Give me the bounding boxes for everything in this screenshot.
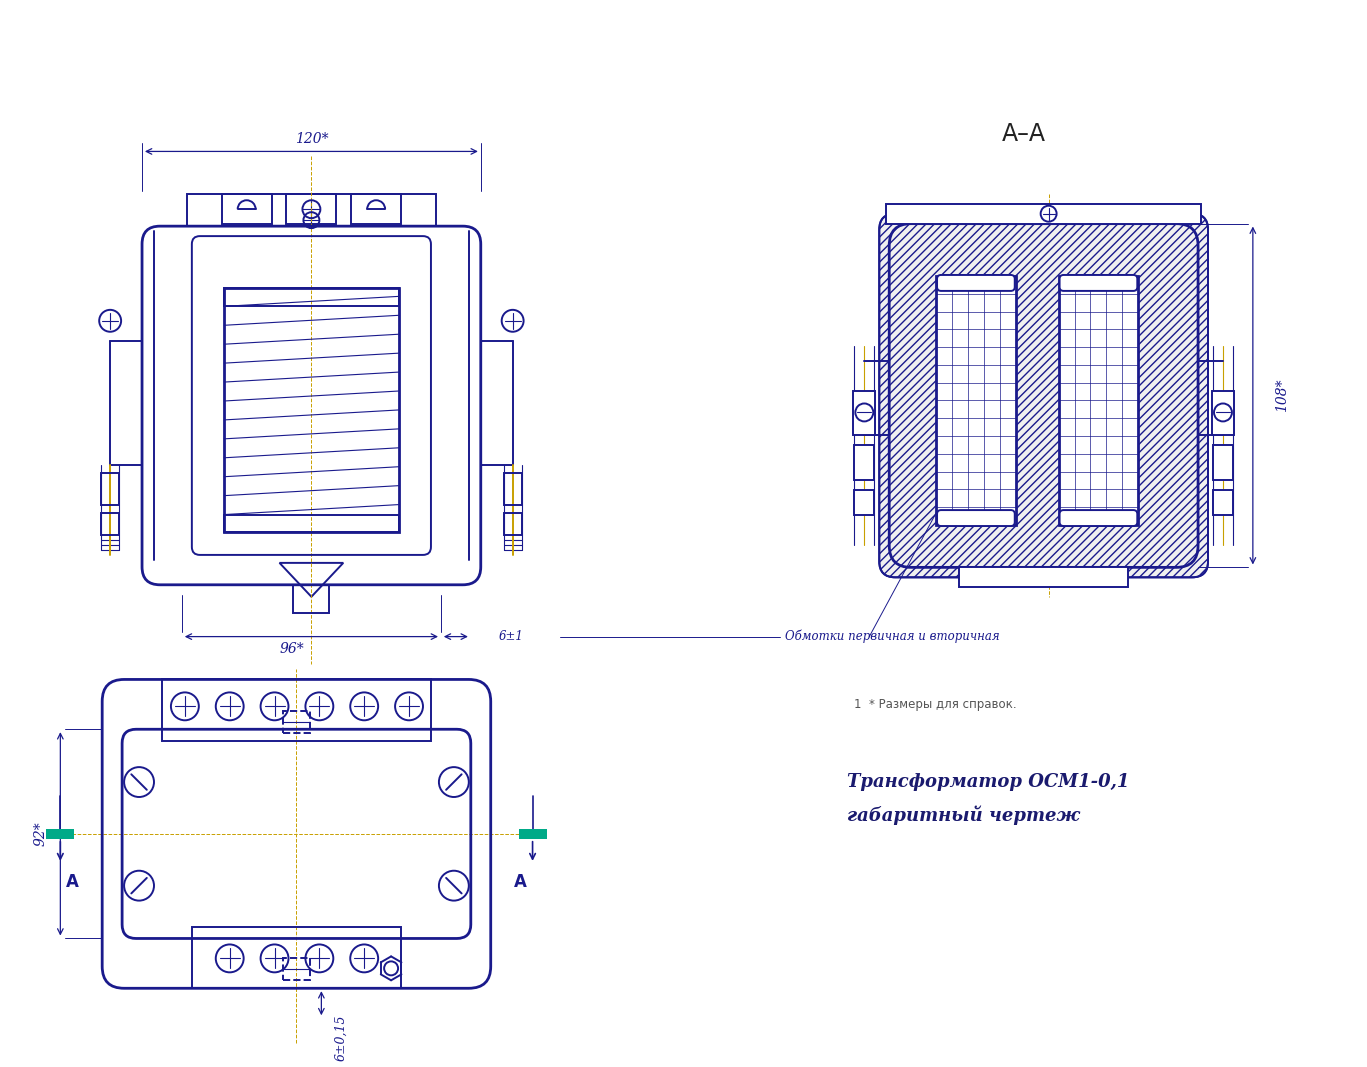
Bar <box>287 194 336 224</box>
Text: A: A <box>66 873 79 891</box>
Text: Обмотки первичная и вторичная: Обмотки первичная и вторичная <box>785 630 999 643</box>
Bar <box>854 490 875 515</box>
Bar <box>351 194 401 224</box>
Text: 6±0,15: 6±0,15 <box>335 1015 347 1062</box>
Text: A–A: A–A <box>1002 122 1046 146</box>
Text: 108*: 108* <box>1275 379 1289 412</box>
Bar <box>283 712 310 733</box>
Text: A: A <box>514 873 528 891</box>
FancyBboxPatch shape <box>1059 510 1137 526</box>
Bar <box>161 680 431 742</box>
Bar <box>1213 391 1234 435</box>
Bar <box>1058 276 1139 525</box>
Bar <box>224 288 399 306</box>
Bar <box>960 568 1128 587</box>
Bar <box>101 513 119 535</box>
Bar <box>503 474 522 505</box>
Text: Трансформатор ОСМ1-0,1
габаритный чертеж: Трансформатор ОСМ1-0,1 габаритный чертеж <box>848 774 1129 825</box>
Text: 96*: 96* <box>279 641 303 655</box>
Bar <box>221 194 272 224</box>
FancyBboxPatch shape <box>936 510 1014 526</box>
Bar <box>187 194 436 226</box>
Text: 92*: 92* <box>33 822 48 846</box>
Bar <box>191 926 401 988</box>
FancyBboxPatch shape <box>1059 275 1137 291</box>
FancyBboxPatch shape <box>879 213 1208 577</box>
FancyBboxPatch shape <box>936 275 1014 291</box>
Bar <box>283 958 310 981</box>
Bar <box>224 514 399 532</box>
Bar <box>1213 490 1233 515</box>
Bar <box>886 204 1202 224</box>
Bar <box>46 829 74 839</box>
Text: 1  * Размеры для справок.: 1 * Размеры для справок. <box>854 698 1017 711</box>
Bar <box>503 513 522 535</box>
Bar <box>224 288 399 532</box>
Bar <box>294 585 329 612</box>
Text: 120*: 120* <box>294 132 328 146</box>
Bar <box>854 445 875 480</box>
Text: 6±1: 6±1 <box>499 631 524 643</box>
Bar <box>101 474 119 505</box>
Bar <box>936 276 1016 525</box>
Bar <box>518 829 547 839</box>
Bar <box>1213 445 1233 480</box>
Bar <box>853 391 875 435</box>
